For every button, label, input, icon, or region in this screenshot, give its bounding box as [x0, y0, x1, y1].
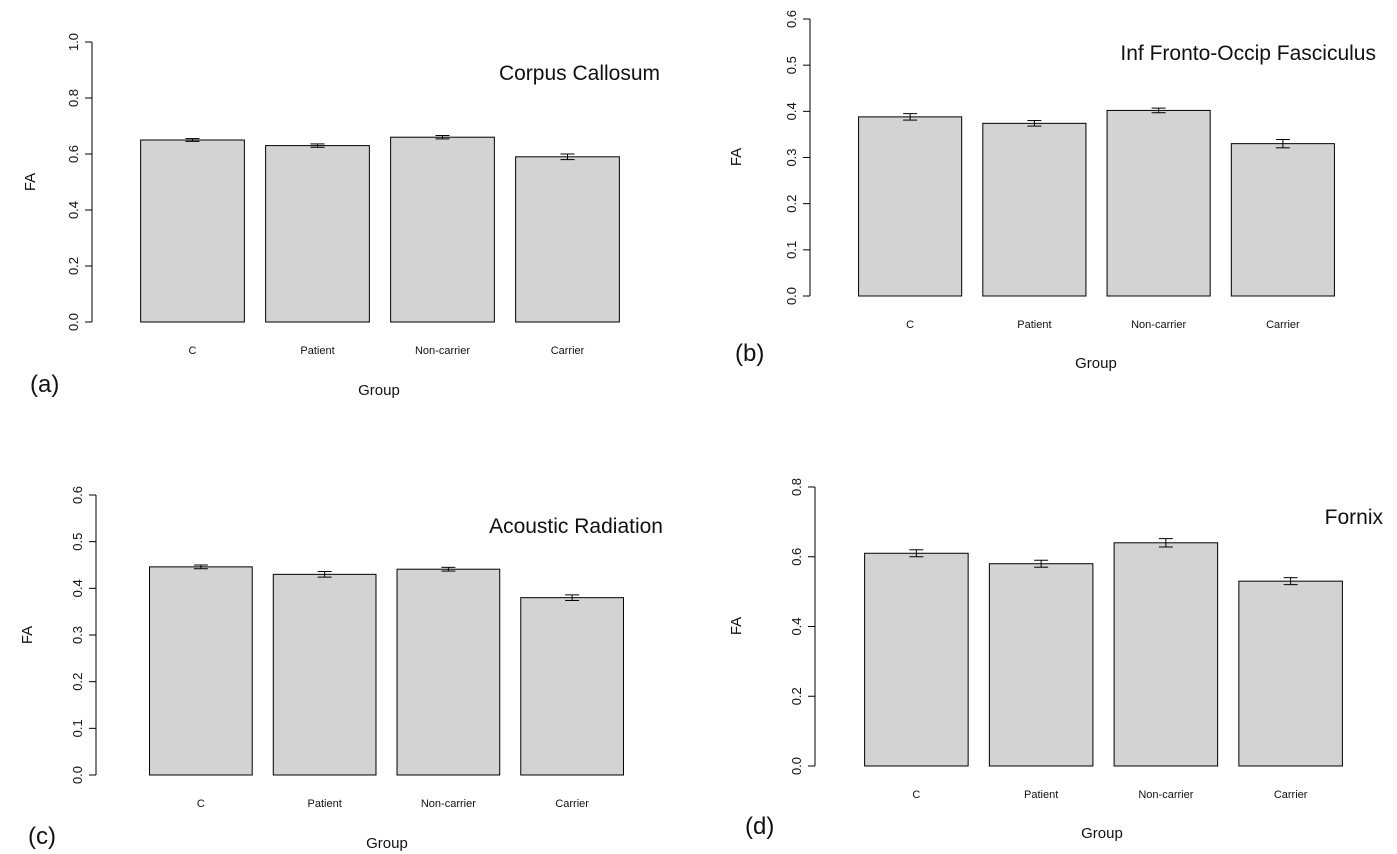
y-tick-label: 0.0	[66, 313, 81, 331]
bar-non-carrier	[396, 568, 501, 776]
x-category-label: C	[906, 319, 914, 331]
y-tick-label: 0.4	[789, 617, 804, 635]
bar-patient	[272, 573, 377, 776]
error-bar	[1283, 577, 1298, 586]
error-bar	[185, 138, 200, 142]
bar-marks: 0.0 0.1 0.2 0.3 0.4 0.5 0.6 C Patient Non-carrier…	[784, 10, 1335, 331]
y-tick-label: 0.5	[70, 533, 85, 551]
error-bar	[909, 549, 924, 558]
error-bar	[1034, 559, 1049, 568]
bar-carrier	[520, 597, 624, 776]
x-category-label: Carrier	[551, 345, 585, 357]
chart-title: Corpus Callosum	[499, 62, 660, 85]
y-tick-label: 0.4	[70, 579, 85, 597]
panel-label: (a)	[30, 371, 59, 398]
error-bar	[1275, 138, 1290, 149]
x-category-label: Non-carrier	[1138, 789, 1193, 801]
x-category-label: Carrier	[1266, 319, 1300, 331]
y-tick-label: 0.5	[784, 56, 799, 74]
bar-marks: 0.0 0.2 0.4 0.6 0.8 1.0 C Patient Non-carrier Car…	[66, 33, 620, 357]
chart-title: Acoustic Radiation	[489, 515, 663, 538]
error-bar	[193, 564, 208, 570]
error-bar	[1151, 107, 1166, 114]
y-tick-label: 0.6	[70, 486, 85, 504]
x-category-label: Patient	[1017, 319, 1051, 331]
y-tick-label: 0.1	[784, 241, 799, 259]
x-axis-title: Group	[366, 835, 408, 852]
bar-carrier	[1238, 580, 1343, 767]
chart-title: Fornix	[1325, 506, 1384, 529]
error-bar	[441, 566, 456, 572]
x-axis-title: Group	[1081, 825, 1123, 842]
bar-c	[864, 552, 969, 767]
bar-non-carrier	[1113, 542, 1219, 767]
panel-d: Fornix FA Group (d) 0.0 0.2 0.4 0.6 0.8 C Pati…	[728, 478, 1383, 842]
x-category-label: Patient	[1024, 789, 1058, 801]
bar-marks: 0.0 0.1 0.2 0.3 0.4 0.5 0.6 C Patient Non-carrier…	[70, 486, 624, 810]
y-axis-title: FA	[728, 617, 745, 635]
x-category-label: Carrier	[555, 798, 589, 810]
x-category-label: Patient	[300, 345, 334, 357]
x-axis-title: Group	[358, 382, 400, 399]
y-tick-label: 0.0	[789, 757, 804, 775]
error-bar	[1158, 538, 1173, 548]
panel-label: (c)	[28, 823, 56, 850]
x-category-label: C	[912, 789, 920, 801]
bar-carrier	[1230, 143, 1335, 297]
y-tick-label: 0.3	[784, 148, 799, 166]
y-tick-label: 0.2	[70, 673, 85, 691]
x-category-label: Non-carrier	[415, 345, 470, 357]
bar-non-carrier	[1106, 109, 1211, 297]
bar-c	[140, 139, 245, 323]
bar-patient	[265, 145, 370, 323]
y-tick-label: 0.3	[70, 626, 85, 644]
y-tick-label: 0.8	[789, 478, 804, 496]
y-tick-label: 0.6	[789, 548, 804, 566]
x-category-label: C	[189, 345, 197, 357]
y-tick-label: 0.2	[784, 195, 799, 213]
y-tick-label: 0.6	[784, 10, 799, 28]
error-bar	[310, 143, 325, 148]
bar-c	[858, 116, 963, 297]
x-category-label: Non-carrier	[1131, 319, 1186, 331]
y-tick-label: 1.0	[66, 33, 81, 51]
bar-patient	[982, 122, 1087, 297]
y-tick-label: 0.2	[789, 687, 804, 705]
bar-c	[149, 566, 253, 776]
bar-non-carrier	[390, 136, 495, 323]
y-tick-label: 0.4	[66, 201, 81, 219]
error-bar	[435, 135, 450, 140]
y-tick-label: 0.0	[784, 287, 799, 305]
x-category-label: Patient	[308, 798, 342, 810]
panel-b: Inf Fronto-Occip Fasciculus FA Group (b)…	[728, 10, 1376, 372]
y-tick-label: 0.4	[784, 102, 799, 120]
error-bar	[1027, 120, 1042, 127]
panel-c: Acoustic Radiation FA Group (c) 0.00.10.…	[19, 486, 663, 852]
bar-patient	[988, 563, 1094, 767]
error-bar	[317, 571, 332, 578]
error-bar	[565, 594, 580, 601]
y-tick-label: 0.8	[66, 89, 81, 107]
error-bar	[560, 153, 575, 161]
x-category-label: Non-carrier	[421, 798, 476, 810]
y-axis-title: FA	[728, 148, 745, 166]
y-tick-label: 0.1	[70, 719, 85, 737]
x-category-label: C	[197, 798, 205, 810]
chart-title: Inf Fronto-Occip Fasciculus	[1120, 42, 1376, 65]
panel-a: Corpus Callosum FA Group (a) 0.00.20.40.…	[22, 33, 660, 399]
bar-carrier	[515, 156, 620, 323]
panel-label: (b)	[735, 340, 764, 367]
x-category-label: Carrier	[1274, 789, 1308, 801]
error-bar	[903, 113, 918, 121]
x-axis-title: Group	[1075, 355, 1117, 372]
y-tick-label: 0.0	[70, 766, 85, 784]
y-axis-title: FA	[19, 626, 36, 644]
y-tick-label: 0.6	[66, 145, 81, 163]
y-tick-label: 0.2	[66, 257, 81, 275]
y-axis-title: FA	[22, 173, 39, 191]
panel-label: (d)	[745, 813, 774, 840]
bar-marks: 0.0 0.2 0.4 0.6 0.8 C Patient Non-carrier Carrie…	[789, 478, 1343, 801]
